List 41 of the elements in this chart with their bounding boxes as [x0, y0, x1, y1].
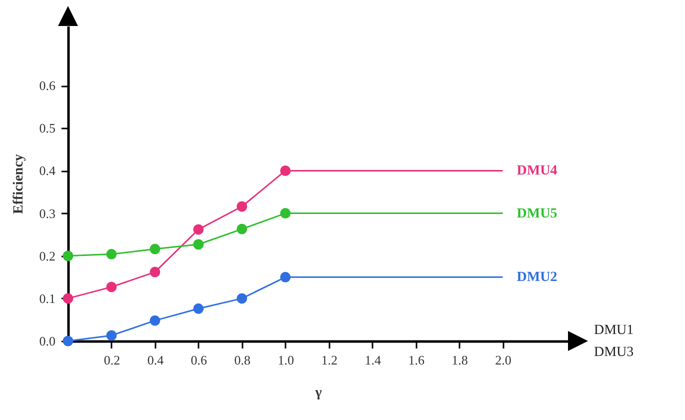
point [280, 165, 291, 176]
point [150, 244, 160, 254]
y-tick-label: 0.5 [39, 120, 56, 136]
x-tick-label: 0.8 [234, 352, 251, 368]
x-tick-label: 2.0 [495, 352, 512, 368]
x-tick-label: 1.6 [408, 352, 425, 368]
text: DMU3 [594, 345, 634, 360]
y-tick-label: 0.2 [39, 248, 56, 264]
point [193, 239, 204, 250]
x-tick-label: 1.0 [278, 352, 294, 368]
x-axis-title: γ [314, 386, 322, 400]
series-label: DMU4 [516, 164, 558, 179]
point [193, 303, 204, 314]
point [106, 248, 117, 260]
x-tick-label: 1.4 [364, 352, 382, 368]
x-tick-label: 0.2 [104, 352, 120, 368]
y-tick-label: 0.3 [39, 206, 56, 221]
y-axis-title: Efficiency [11, 154, 26, 214]
x-tick-label: 1.2 [321, 352, 338, 368]
y-tick-label: 0.1 [39, 290, 56, 306]
x-tick-label: 0.4 [147, 352, 164, 368]
point [236, 224, 248, 234]
point [106, 282, 117, 292]
x-tick-label: 0.6 [190, 352, 208, 368]
y-tick-label: 0.6 [39, 78, 56, 94]
point [150, 266, 160, 278]
point [150, 315, 160, 326]
point [62, 250, 74, 262]
y-tick-label: 0.4 [39, 163, 56, 178]
point [236, 201, 248, 212]
text: DMU1 [594, 323, 634, 338]
x-tick-label: 1.8 [452, 352, 468, 368]
series-label: DMU2 [516, 270, 558, 286]
series-label: DMU5 [516, 206, 558, 222]
point [236, 293, 248, 304]
point [280, 272, 291, 282]
point [193, 224, 204, 235]
point [106, 330, 117, 341]
point [62, 293, 74, 304]
y-tick-label: 0.0 [39, 334, 56, 348]
point [280, 208, 291, 219]
